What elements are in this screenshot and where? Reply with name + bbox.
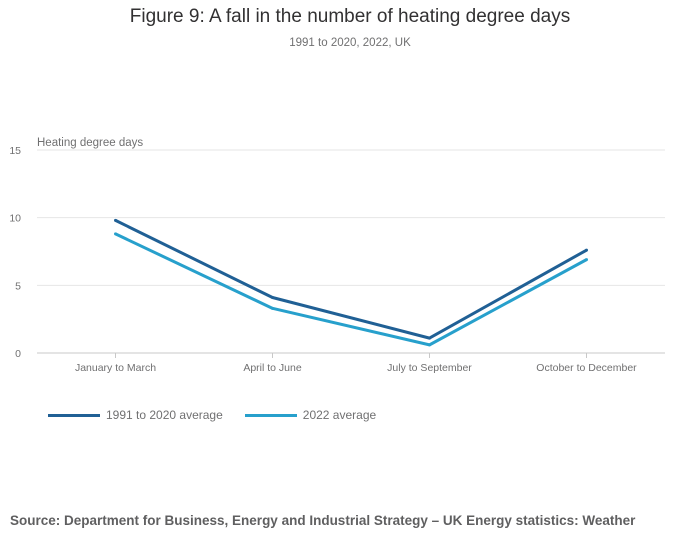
chart-subtitle: 1991 to 2020, 2022, UK <box>289 37 411 49</box>
x-tick-label: October to December <box>536 362 637 374</box>
x-tick-label: July to September <box>387 362 472 374</box>
legend-item-1991-2020: 1991 to 2020 average <box>48 408 223 422</box>
y-tick-label: 10 <box>9 213 21 225</box>
data-point <box>428 343 431 347</box>
legend-label-2022: 2022 average <box>302 408 377 422</box>
x-tick-label: January to March <box>75 362 156 374</box>
y-tick-label: 5 <box>15 280 21 292</box>
data-point <box>114 232 117 236</box>
series-lines <box>114 218 588 347</box>
y-tick-label: 15 <box>9 145 21 157</box>
data-point <box>271 306 274 310</box>
data-point <box>585 248 588 252</box>
data-point <box>271 296 274 300</box>
series-line-0 <box>114 219 588 340</box>
axes: 0 5 10 15 Heating degree days January to Marc… <box>9 137 665 374</box>
data-point <box>114 218 117 222</box>
gridlines <box>37 149 665 286</box>
source-note: Source: Department for Business, Energy … <box>10 513 636 528</box>
legend: 1991 to 2020 average 2022 average <box>48 408 398 422</box>
legend-swatch-1991-2020 <box>48 413 100 417</box>
data-point <box>428 336 431 340</box>
legend-item-2022: 2022 average <box>244 408 377 422</box>
legend-swatch-2022 <box>244 413 297 417</box>
chart-title: Figure 9: A fall in the number of heatin… <box>129 6 571 27</box>
y-tick-label: 0 <box>15 348 21 360</box>
x-tick-label: April to June <box>243 362 302 374</box>
legend-label-1991-2020: 1991 to 2020 average <box>106 408 223 422</box>
y-axis-title: Heating degree days <box>37 137 143 149</box>
data-point <box>585 258 588 262</box>
series-line-1 <box>114 232 588 347</box>
